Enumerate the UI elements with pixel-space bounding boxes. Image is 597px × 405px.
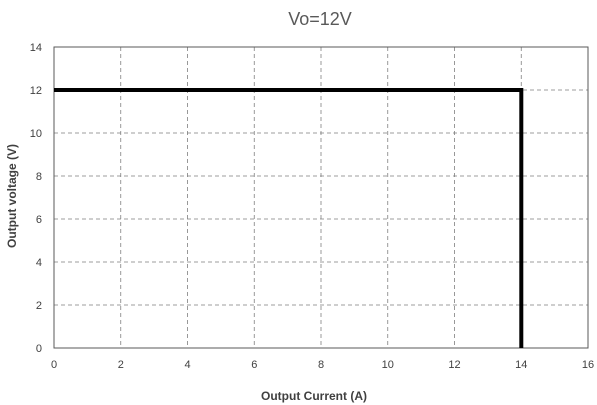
x-tick-label: 2 bbox=[118, 359, 124, 371]
plot-area bbox=[53, 46, 589, 349]
x-tick-label: 16 bbox=[582, 359, 594, 371]
x-tick-label: 4 bbox=[184, 359, 190, 371]
y-tick-label: 12 bbox=[30, 85, 42, 97]
y-tick-label: 10 bbox=[30, 128, 42, 140]
y-axis-ticks: 0 2 4 6 8 10 12 14 bbox=[30, 42, 42, 355]
y-tick-label: 6 bbox=[36, 214, 42, 226]
series-line bbox=[54, 88, 524, 348]
y-tick-label: 2 bbox=[36, 300, 42, 312]
y-tick-label: 8 bbox=[36, 171, 42, 183]
x-tick-label: 0 bbox=[51, 359, 57, 371]
series-group bbox=[54, 88, 524, 348]
x-tick-label: 8 bbox=[318, 359, 324, 371]
y-axis-label: Output voltage (V) bbox=[5, 144, 19, 248]
x-axis-label: Output Current (A) bbox=[261, 389, 367, 403]
y-tick-label: 14 bbox=[30, 42, 42, 54]
x-tick-label: 14 bbox=[515, 359, 527, 371]
x-tick-label: 10 bbox=[382, 359, 394, 371]
y-tick-label: 4 bbox=[36, 257, 42, 269]
x-axis-ticks: 0 2 4 6 8 10 12 14 16 bbox=[51, 359, 594, 371]
y-tick-label: 0 bbox=[36, 343, 42, 355]
chart-title: Vo=12V bbox=[288, 9, 352, 29]
grid bbox=[54, 47, 588, 348]
x-tick-label: 12 bbox=[448, 359, 460, 371]
x-tick-label: 6 bbox=[251, 359, 257, 371]
